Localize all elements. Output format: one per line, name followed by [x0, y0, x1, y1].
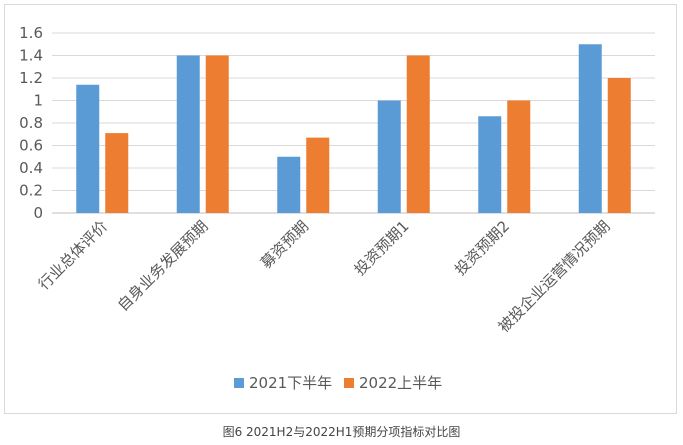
chart-caption: 图6 2021H2与2022H1预期分项指标对比图: [222, 425, 461, 439]
y-tick-label: 1.4: [19, 47, 43, 65]
x-category-label: 投资预期2: [451, 217, 513, 279]
x-category-label: 被投企业运营情况预期: [495, 217, 614, 336]
x-category-label: 行业总体评价: [35, 217, 111, 293]
bar-series2: [607, 78, 631, 213]
bar-series2: [306, 137, 330, 213]
y-tick-label: 0.2: [19, 182, 43, 200]
bar-series2: [406, 55, 430, 213]
legend-label: 2022上半年: [359, 374, 442, 392]
y-tick-label: 0.6: [19, 137, 43, 155]
legend-label: 2021下半年: [249, 374, 332, 392]
bar-series2: [105, 133, 129, 213]
y-tick-label: 1: [33, 92, 43, 110]
bar-series2: [205, 55, 229, 213]
y-tick-label: 0: [33, 204, 43, 222]
y-tick-label: 1.2: [19, 69, 43, 87]
legend-swatch: [234, 378, 244, 388]
legend-swatch: [344, 378, 354, 388]
x-category-label: 自身业务发展预期: [114, 217, 212, 315]
bar-chart: 0 0.2 0.4 0.6 0.8 1 1.2 1.4 1.6 行业总体评价 自身业务发展预期 募资预…: [19, 24, 655, 392]
bar-series1: [277, 156, 301, 213]
bar-series1: [478, 116, 502, 213]
bar-series2: [507, 100, 531, 213]
bar-series1: [377, 100, 401, 213]
x-category-label: 投资预期1: [351, 217, 413, 279]
bar-series1: [578, 44, 602, 213]
x-category-label: 募资预期: [257, 217, 312, 272]
y-tick-label: 1.6: [19, 24, 43, 42]
y-tick-label: 0.4: [19, 159, 43, 177]
y-tick-label: 0.8: [19, 114, 43, 132]
bar-series1: [76, 84, 100, 213]
bar-series1: [176, 55, 200, 213]
